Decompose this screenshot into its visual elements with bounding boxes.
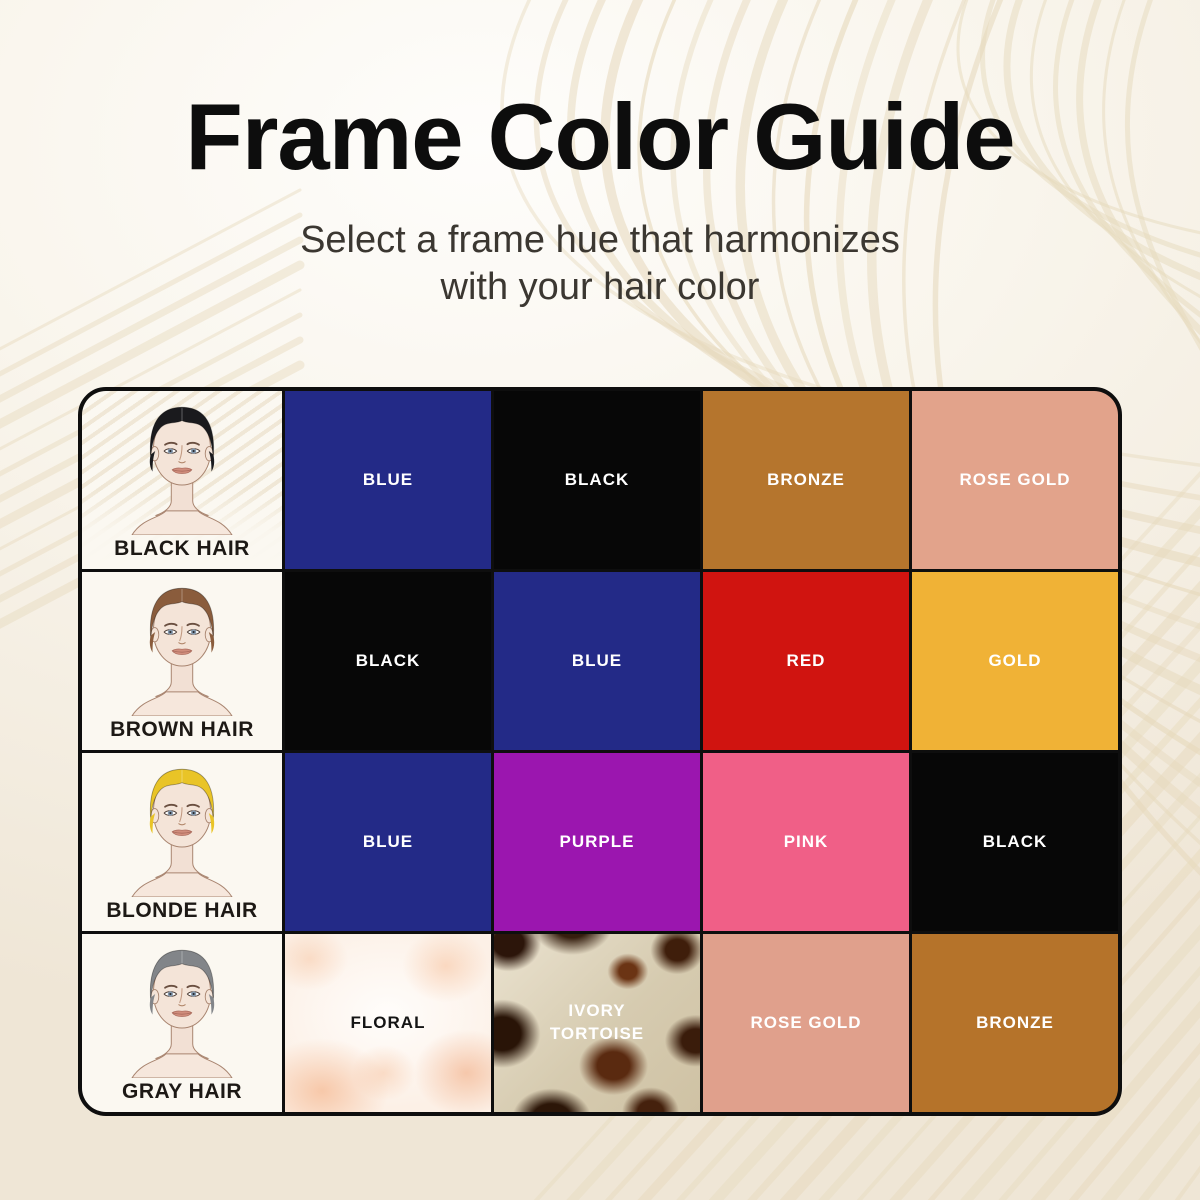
swatch-blonde-hair-blue: BLUE: [285, 753, 491, 931]
swatch-label: BLUE: [362, 469, 414, 489]
hair-cell-brown-hair: BROWN HAIR: [82, 572, 282, 750]
swatch-brown-hair-blue: BLUE: [494, 572, 700, 750]
hair-label: BLACK HAIR: [114, 537, 250, 560]
swatch-label: GOLD: [988, 650, 1042, 670]
face-illustration-black-hair: [107, 401, 257, 535]
hair-label: BLONDE HAIR: [106, 899, 258, 922]
swatch-label: BLACK: [564, 469, 630, 489]
swatch-gray-hair-bronze: BRONZE: [912, 934, 1118, 1112]
swatch-label: BLUE: [362, 831, 414, 851]
swatch-black-hair-black: BLACK: [494, 391, 700, 569]
swatch-label: IVORY TORTOISE: [549, 1001, 645, 1043]
swatch-brown-hair-red: RED: [703, 572, 909, 750]
swatch-label: BLACK: [982, 831, 1048, 851]
swatch-blonde-hair-pink: PINK: [703, 753, 909, 931]
swatch-brown-hair-black: BLACK: [285, 572, 491, 750]
swatch-blonde-hair-black: BLACK: [912, 753, 1118, 931]
swatch-gray-hair-rose-gold: ROSE GOLD: [703, 934, 909, 1112]
page-title: Frame Color Guide: [185, 84, 1015, 189]
hair-label: BROWN HAIR: [110, 718, 254, 741]
hair-cell-gray-hair: GRAY HAIR: [82, 934, 282, 1112]
hair-cell-black-hair: BLACK HAIR: [82, 391, 282, 569]
swatch-label: PURPLE: [559, 831, 635, 851]
page-subtitle: Select a frame hue that harmonizes with …: [0, 217, 1200, 312]
swatch-blonde-hair-purple: PURPLE: [494, 753, 700, 931]
swatch-gray-hair-floral: FLORAL: [285, 934, 491, 1112]
swatch-label: BRONZE: [976, 1012, 1054, 1032]
swatch-brown-hair-gold: GOLD: [912, 572, 1118, 750]
hair-cell-blonde-hair: BLONDE HAIR: [82, 753, 282, 931]
swatch-label: RED: [786, 650, 826, 670]
frame-color-table: BLACK HAIR BLUE BLACK BRONZE ROSE GOLD B…: [78, 387, 1122, 1116]
swatch-black-hair-rose-gold: ROSE GOLD: [912, 391, 1118, 569]
swatch-label: FLORAL: [350, 1012, 426, 1032]
subtitle-line-1: Select a frame hue that harmonizes: [300, 218, 900, 261]
face-illustration-blonde-hair: [107, 763, 257, 897]
face-illustration-brown-hair: [107, 582, 257, 716]
swatch-label: ROSE GOLD: [750, 1012, 862, 1032]
swatch-label: BLUE: [571, 650, 623, 670]
face-illustration-gray-hair: [107, 944, 257, 1078]
header: Frame Color Guide Select a frame hue tha…: [0, 84, 1200, 312]
swatch-label: ROSE GOLD: [959, 469, 1071, 489]
swatch-label: PINK: [783, 831, 829, 851]
swatch-gray-hair-ivory-tortoise: IVORY TORTOISE: [494, 934, 700, 1112]
swatch-black-hair-blue: BLUE: [285, 391, 491, 569]
swatch-label: BRONZE: [767, 469, 845, 489]
hair-label: GRAY HAIR: [121, 1080, 243, 1103]
swatch-label: BLACK: [355, 650, 421, 670]
swatch-black-hair-bronze: BRONZE: [703, 391, 909, 569]
subtitle-line-2: with your hair color: [440, 266, 760, 309]
